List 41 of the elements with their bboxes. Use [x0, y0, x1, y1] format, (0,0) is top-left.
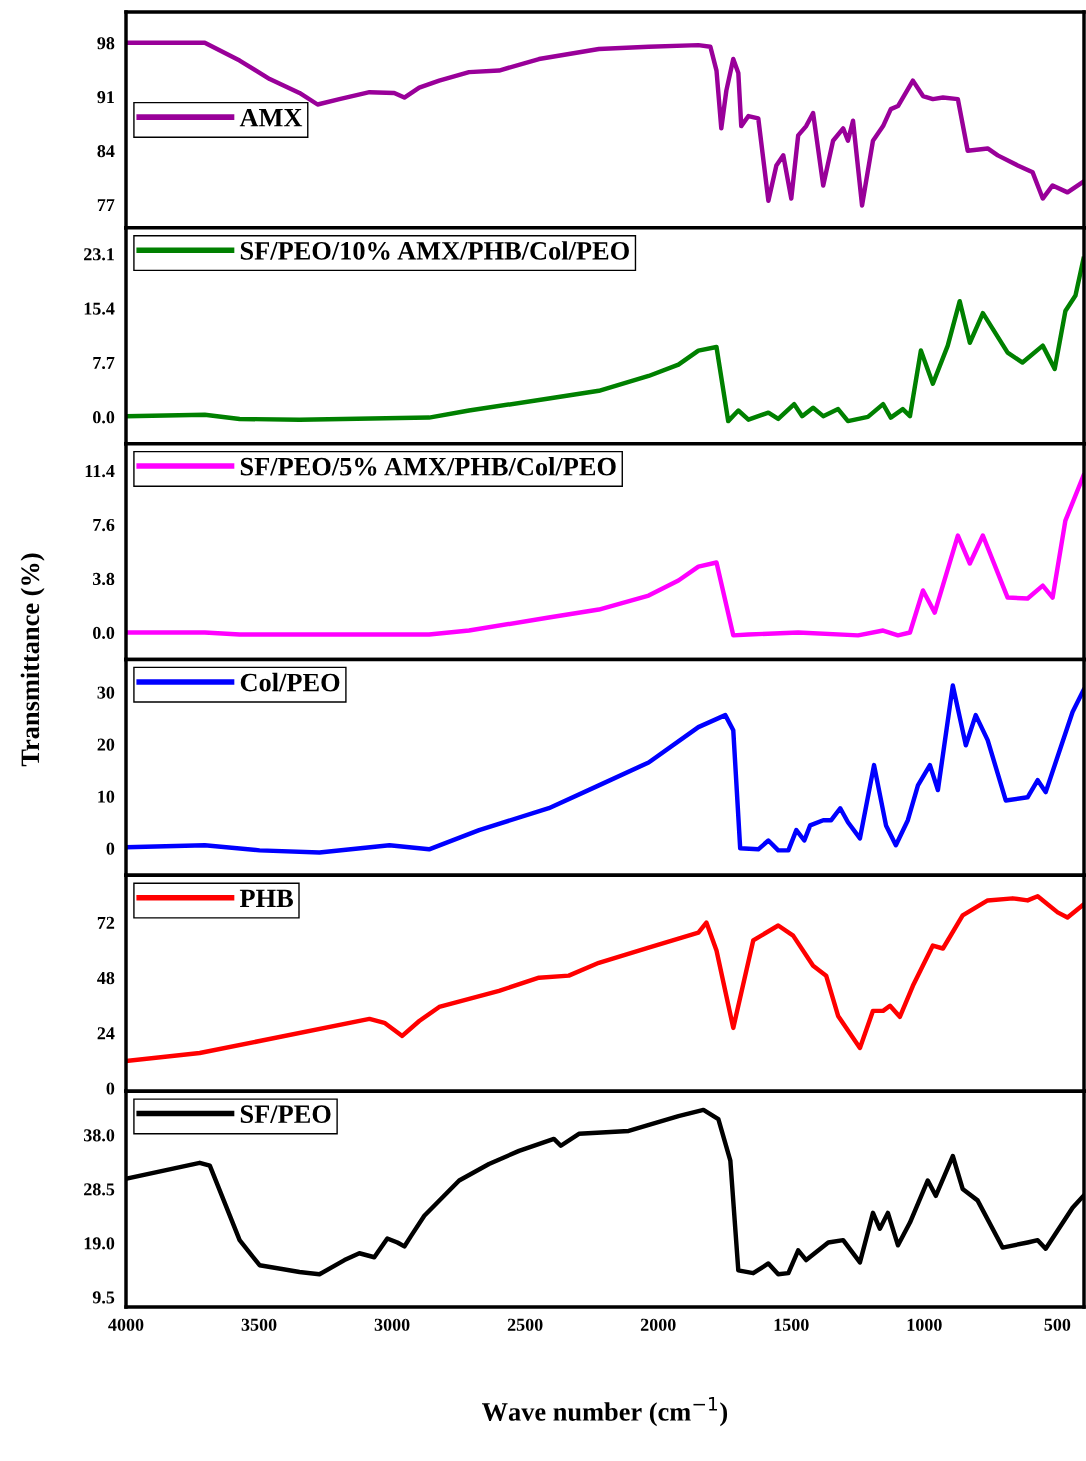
y-tick-label: 20 — [97, 738, 115, 751]
y-tick-label: 28.5 — [84, 1183, 115, 1196]
x-tick-label: 500 — [1044, 1318, 1071, 1331]
y-tick-label: 7.7 — [93, 356, 115, 370]
y-tick-label: 48 — [97, 971, 115, 985]
y-tick-label: 0 — [106, 1082, 115, 1095]
y-tick-label: 91 — [97, 91, 114, 104]
y-tick-label: 9.5 — [92, 1291, 115, 1304]
y-tick-label: 24 — [97, 1027, 115, 1040]
y-tick-label: 30 — [97, 686, 115, 699]
y-tick-label: 15.4 — [84, 302, 115, 315]
legend-label: PHB — [239, 889, 293, 908]
x-tick-label: 3500 — [241, 1318, 277, 1331]
y-tick-label: 7.6 — [93, 518, 115, 532]
x-tick-label: 2500 — [507, 1318, 543, 1331]
legend-label: SF/PEO — [240, 1105, 331, 1124]
x-tick-label: 1000 — [907, 1318, 942, 1331]
y-tick-label: 98 — [97, 37, 115, 50]
x-tick-label: 1500 — [774, 1318, 809, 1331]
y-tick-label: 3.8 — [93, 572, 115, 586]
y-tick-label: 72 — [97, 916, 115, 929]
y-tick-label: 0 — [106, 842, 115, 855]
y-tick-label: 0.0 — [93, 626, 115, 640]
y-axis-title: Transmittance (%) — [20, 553, 45, 767]
y-tick-label: 84 — [97, 145, 115, 158]
legend-label: AMX — [239, 108, 303, 127]
x-tick-label: 3000 — [374, 1318, 410, 1331]
x-axis-title: Wave number (cm$^{−1}$) — [482, 1396, 728, 1427]
y-tick-label: 23.1 — [84, 248, 114, 261]
y-tick-label: 0.0 — [93, 411, 115, 424]
y-tick-label: 10 — [98, 790, 115, 803]
y-tick-label: 19.0 — [84, 1237, 115, 1250]
legend-label: Col/PEO — [240, 672, 340, 692]
y-tick-label: 77 — [97, 199, 115, 211]
line-series — [126, 40, 1084, 208]
legend-label: SF/PEO/10% AMX/PHB/Col/PEO — [240, 241, 629, 260]
x-tick-label: 2000 — [640, 1318, 676, 1331]
y-tick-label: 38.0 — [83, 1129, 115, 1142]
legend-label: SF/PEO/5% AMX/PHB/Col/PEO — [240, 457, 616, 476]
x-tick-label: 4000 — [108, 1318, 144, 1331]
y-tick-label: 11.4 — [85, 464, 115, 478]
